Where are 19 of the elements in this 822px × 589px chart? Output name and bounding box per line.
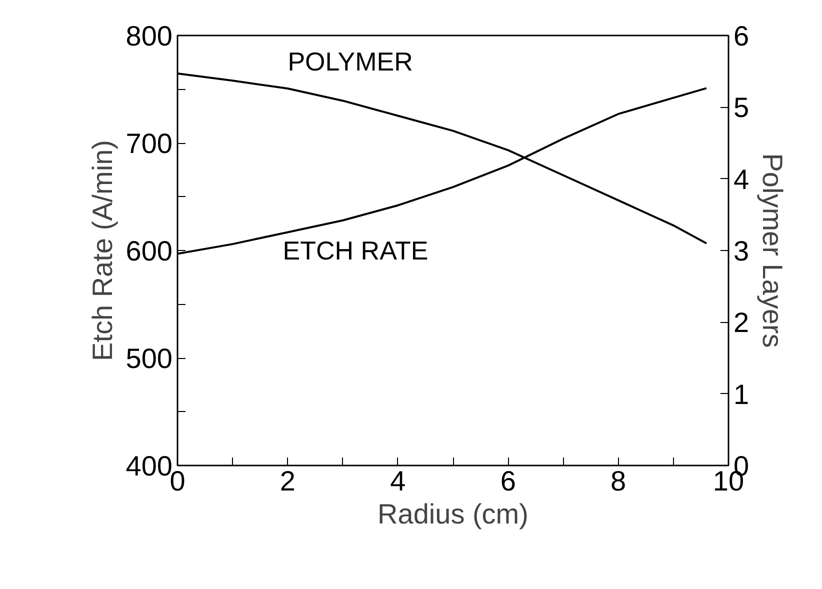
y-tick-label: 700 [126,128,172,159]
y-tick-label: 500 [126,343,172,374]
x-axis-title: Radius (cm) [378,498,528,530]
x-tick-label: 6 [500,466,516,496]
y-tick-label: 800 [126,20,172,52]
series-label: ETCH RATE [282,235,428,266]
y2-tick-label: 1 [734,378,750,410]
y2-tick-label: 2 [734,307,750,338]
y-axis-title: Etch Rate (A/min) [86,140,118,361]
x-tick-label: 8 [610,466,626,496]
y2-tick-label: 6 [734,20,750,52]
y-tick-label: 600 [126,236,172,266]
y2-axis-title: Polymer Layers [757,153,788,348]
x-tick-label: 4 [390,466,406,496]
series-label: POLYMER [288,46,413,77]
y2-tick-label: 3 [734,236,750,266]
y2-tick-label: 5 [734,92,750,124]
y2-tick-label: 4 [734,164,750,195]
x-tick-label: 2 [280,466,296,496]
